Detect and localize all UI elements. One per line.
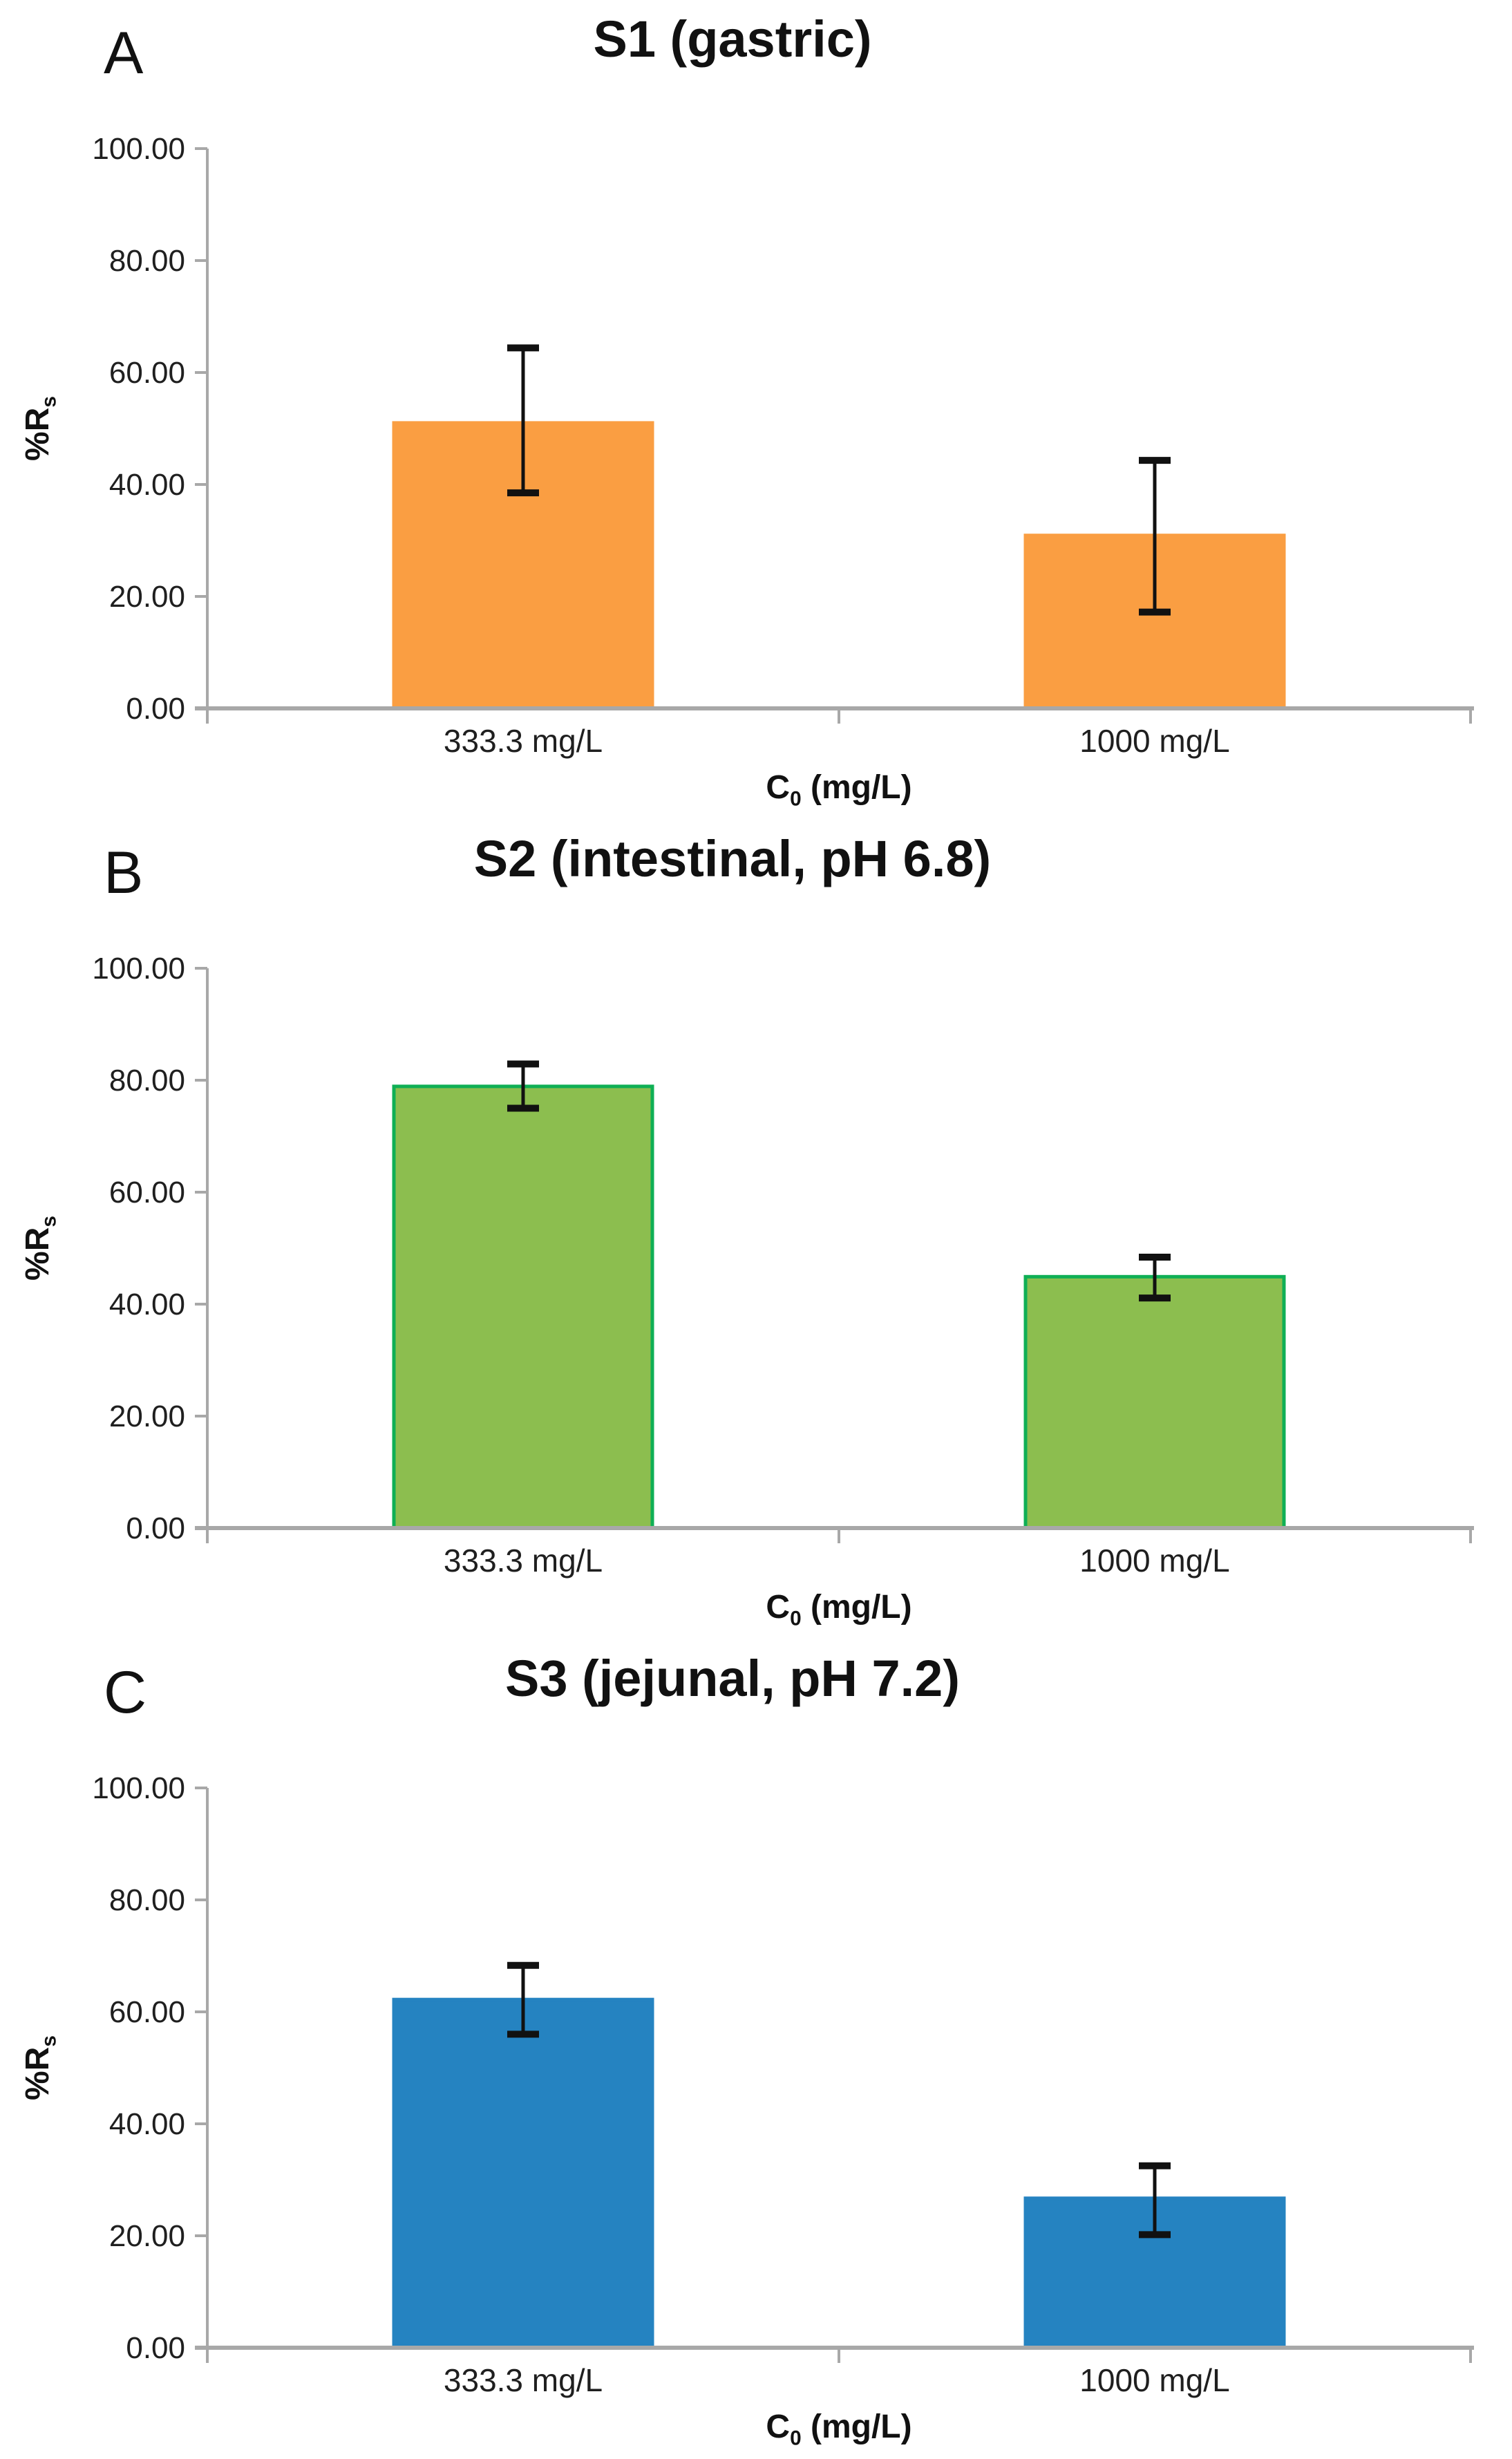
x-category-label: 1000 mg/L [1079,1543,1229,1579]
x-axis-label-main: C [766,1589,791,1626]
chart-title: S2 (intestinal, pH 6.8) [473,830,992,887]
x-category-label: 333.3 mg/L [444,723,603,759]
x-axis-label-unit: (mg/L) [801,2409,912,2445]
y-tick-label: 80.00 [109,244,185,278]
x-category-label: 1000 mg/L [1079,2362,1229,2398]
y-tick-label: 0.00 [126,1511,185,1545]
x-axis-label-sub: 0 [790,787,802,811]
bar-chart-svg: 0.00 20.00 40.00 60.00 80.00 100.00 333.3 mg/L… [92,132,1474,759]
chart-panel-b: B S2 (intestinal, pH 6.8) %Rs 0.00 20.00 4… [0,820,1512,1639]
y-tick-label: 20.00 [109,580,185,614]
y-tick-label: 60.00 [109,1995,185,2029]
x-category-label: 333.3 mg/L [444,2362,603,2398]
chart-panel-c: C S3 (jejunal, pH 7.2) %Rs 0.00 20.00 40.0… [0,1639,1512,2459]
bar [392,1084,654,1530]
x-category-label: 333.3 mg/L [444,1543,603,1579]
bar-chart-svg: 0.00 20.00 40.00 60.00 80.00 100.00 333.3 mg/L… [92,952,1474,1579]
chart-panel-a: A S1 (gastric) %Rs 0.00 20.00 40.00 60.00 80… [0,0,1512,820]
y-tick-label: 20.00 [109,1400,185,1433]
chart-title: S3 (jejunal, pH 7.2) [505,1650,960,1707]
x-axis-label: C0 (mg/L) [207,1588,1471,1631]
x-axis-label-main: C [766,2409,791,2445]
y-tick-label: 80.00 [109,1883,185,1917]
x-axis-label-sub: 0 [790,1607,802,1630]
x-axis-label-unit: (mg/L) [801,769,912,806]
y-tick-label: 60.00 [109,356,185,390]
bar [392,1997,654,2350]
y-tick-label: 100.00 [92,132,185,166]
x-axis-label: C0 (mg/L) [207,2408,1471,2451]
y-tick-label: 0.00 [126,2331,185,2365]
y-tick-label: 0.00 [126,692,185,726]
y-tick-label: 40.00 [109,1288,185,1321]
chart-title: S1 (gastric) [593,10,872,68]
y-tick-label: 60.00 [109,1176,185,1209]
y-tick-label: 20.00 [109,2219,185,2253]
y-tick-label: 80.00 [109,1064,185,1097]
panel-letter: A [104,20,144,86]
x-axis-label: C0 (mg/L) [207,769,1471,811]
panel-letter: C [104,1659,147,1726]
y-tick-label: 100.00 [92,952,185,986]
x-category-label: 1000 mg/L [1079,723,1229,759]
x-axis-label-unit: (mg/L) [801,1589,912,1626]
y-tick-label: 100.00 [92,1771,185,1805]
y-tick-label: 40.00 [109,2107,185,2141]
x-axis-label-main: C [766,769,791,806]
panel-letter: B [104,840,144,906]
bar-chart-svg: 0.00 20.00 40.00 60.00 80.00 100.00 333.3 mg/L… [92,1771,1474,2398]
bar [1023,1274,1286,1530]
y-tick-label: 40.00 [109,468,185,502]
x-axis-label-sub: 0 [790,2427,802,2450]
